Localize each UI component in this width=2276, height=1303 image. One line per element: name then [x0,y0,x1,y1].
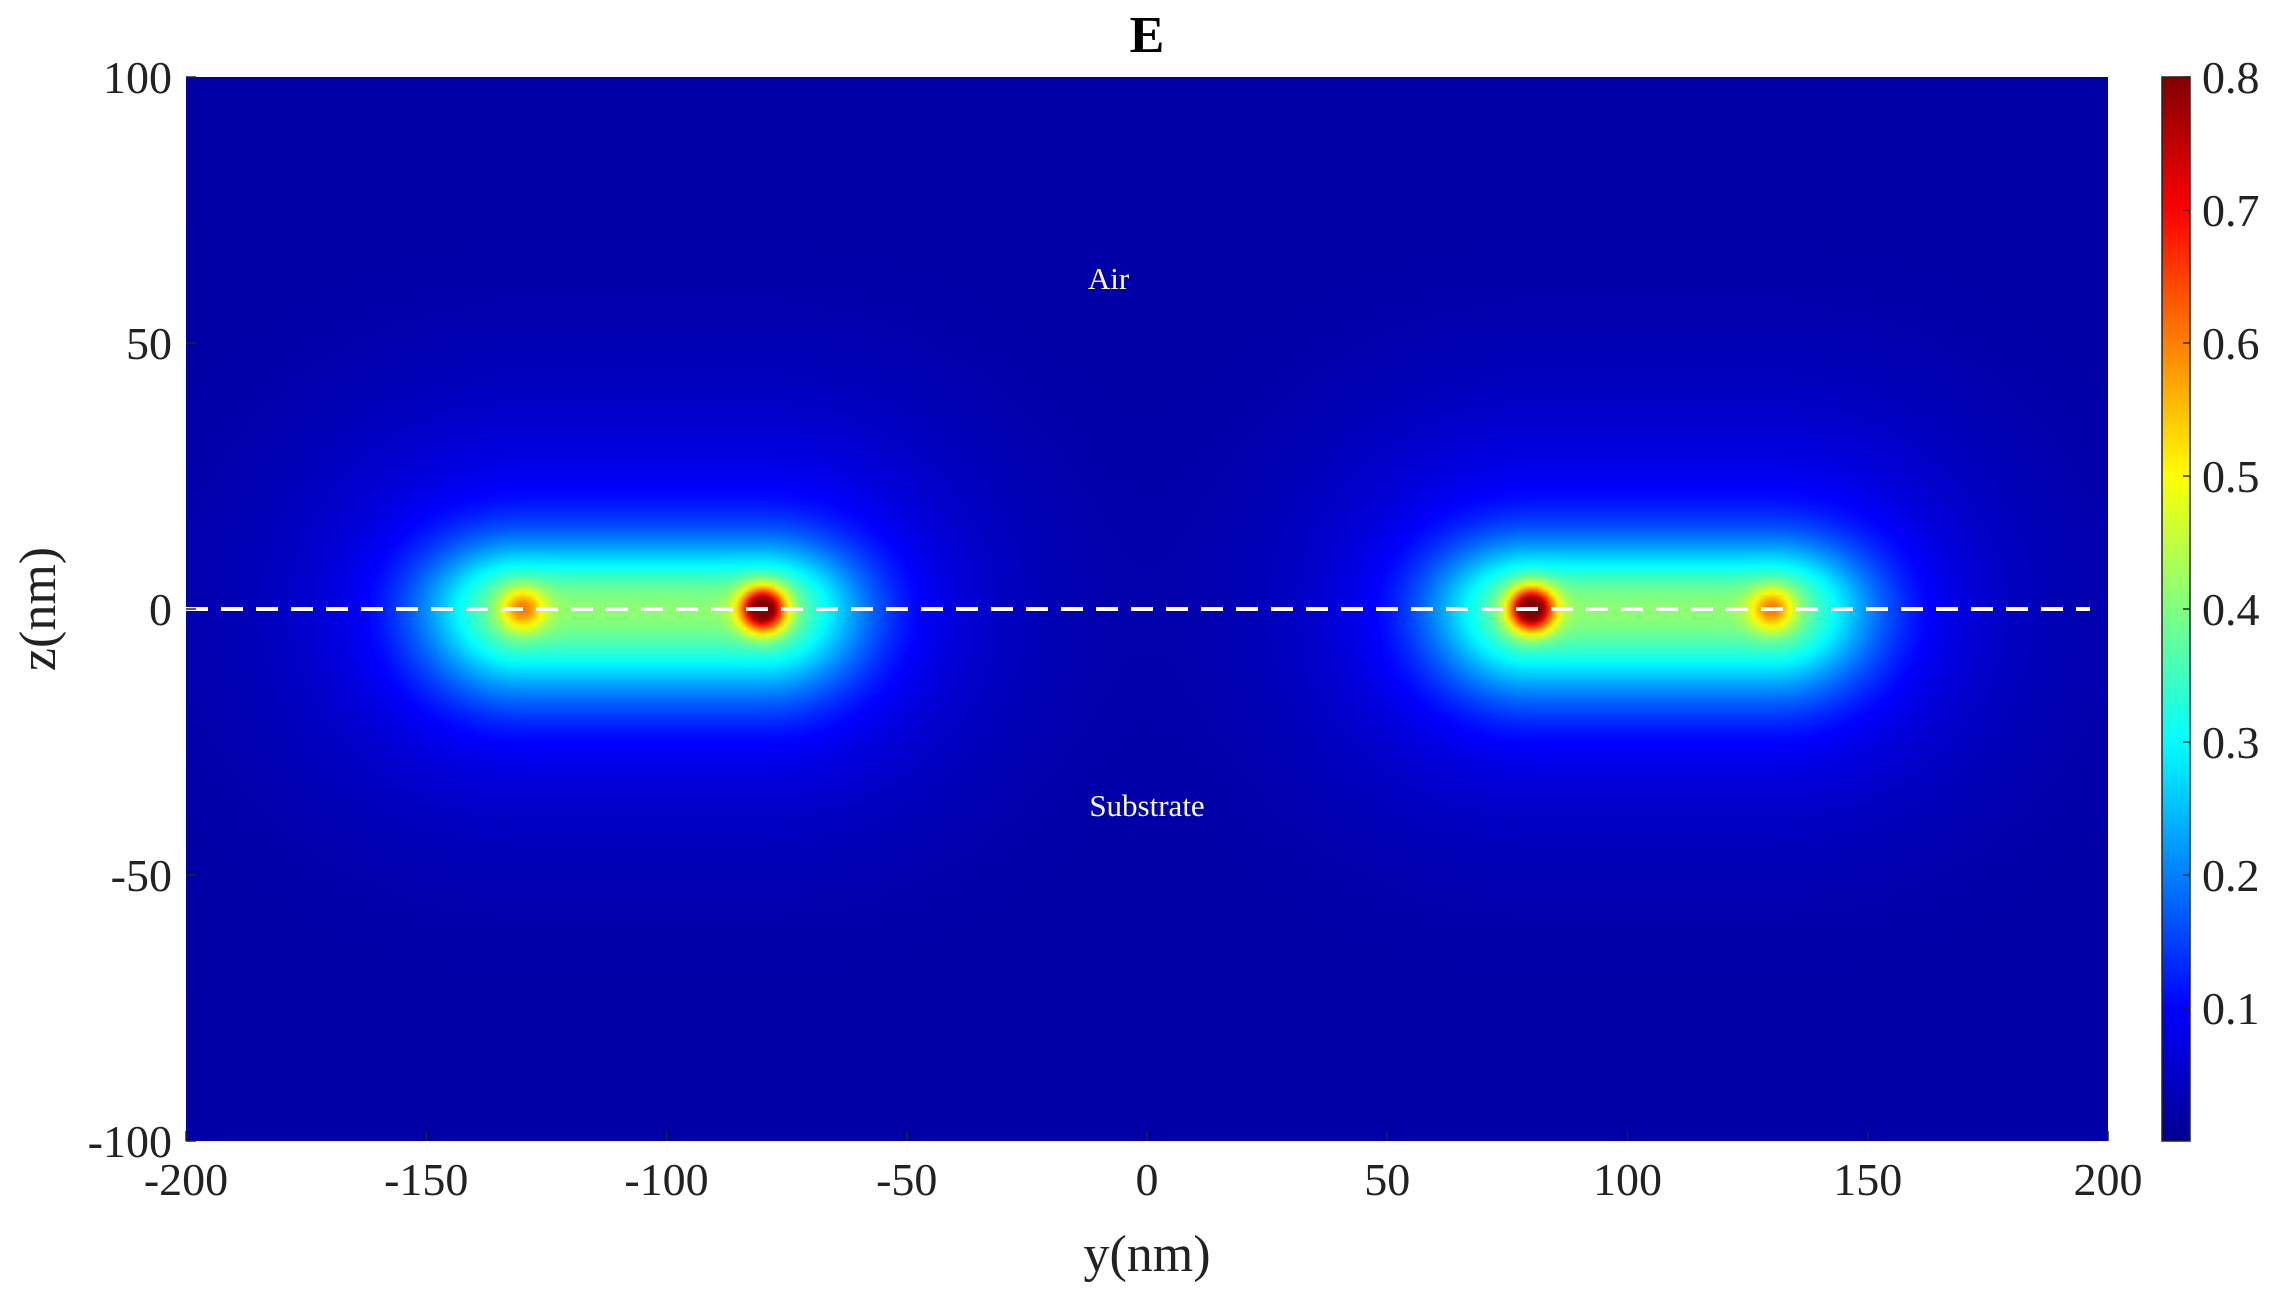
annotation-air: Air [1088,261,1130,296]
colorbar-tick-label: 0.8 [2202,52,2260,103]
x-tick-label: -50 [876,1154,937,1205]
colorbar-tick-label: 0.2 [2202,850,2260,901]
y-axis-label: z(nm) [10,547,67,671]
x-tick-label: 100 [1593,1154,1662,1205]
colorbar-ticks: 0.1 0.2 0.3 0.4 0.5 0.6 0.7 0.8 [2183,52,2260,1034]
y-tick-label: 50 [126,318,172,369]
colorbar: 0.1 0.2 0.3 0.4 0.5 0.6 0.7 0.8 [2161,52,2260,1142]
y-tick-label: 0 [149,584,172,635]
colorbar-tick-label: 0.4 [2202,584,2260,635]
colorbar-tick-label: 0.3 [2202,717,2260,768]
plot-area: Air Substrate [186,77,2108,1141]
y-tick-label: -100 [88,1116,172,1167]
y-tick-label: -50 [111,850,172,901]
x-axis-label: y(nm) [1083,1226,1210,1283]
x-tick-label: 200 [2074,1154,2143,1205]
x-tick-label: 50 [1364,1154,1410,1205]
colorbar-tick-label: 0.1 [2202,983,2260,1034]
x-tick-label: 150 [1833,1154,1902,1205]
colorbar-tick-label: 0.6 [2202,318,2260,369]
x-tick-label: -150 [384,1154,468,1205]
colorbar-tick-label: 0.7 [2202,185,2260,236]
y-axis: -100 -50 0 50 100 [88,52,196,1167]
colorbar-tick-label: 0.5 [2202,451,2260,502]
x-tick-label: -100 [624,1154,708,1205]
chart-title: E [1130,7,1165,64]
x-tick-label: 0 [1136,1154,1159,1205]
annotation-substrate: Substrate [1089,788,1204,823]
x-tick-label: -200 [144,1154,228,1205]
y-tick-label: 100 [103,52,172,103]
x-axis: -200 -150 -100 -50 0 50 100 150 200 [144,1131,2143,1205]
